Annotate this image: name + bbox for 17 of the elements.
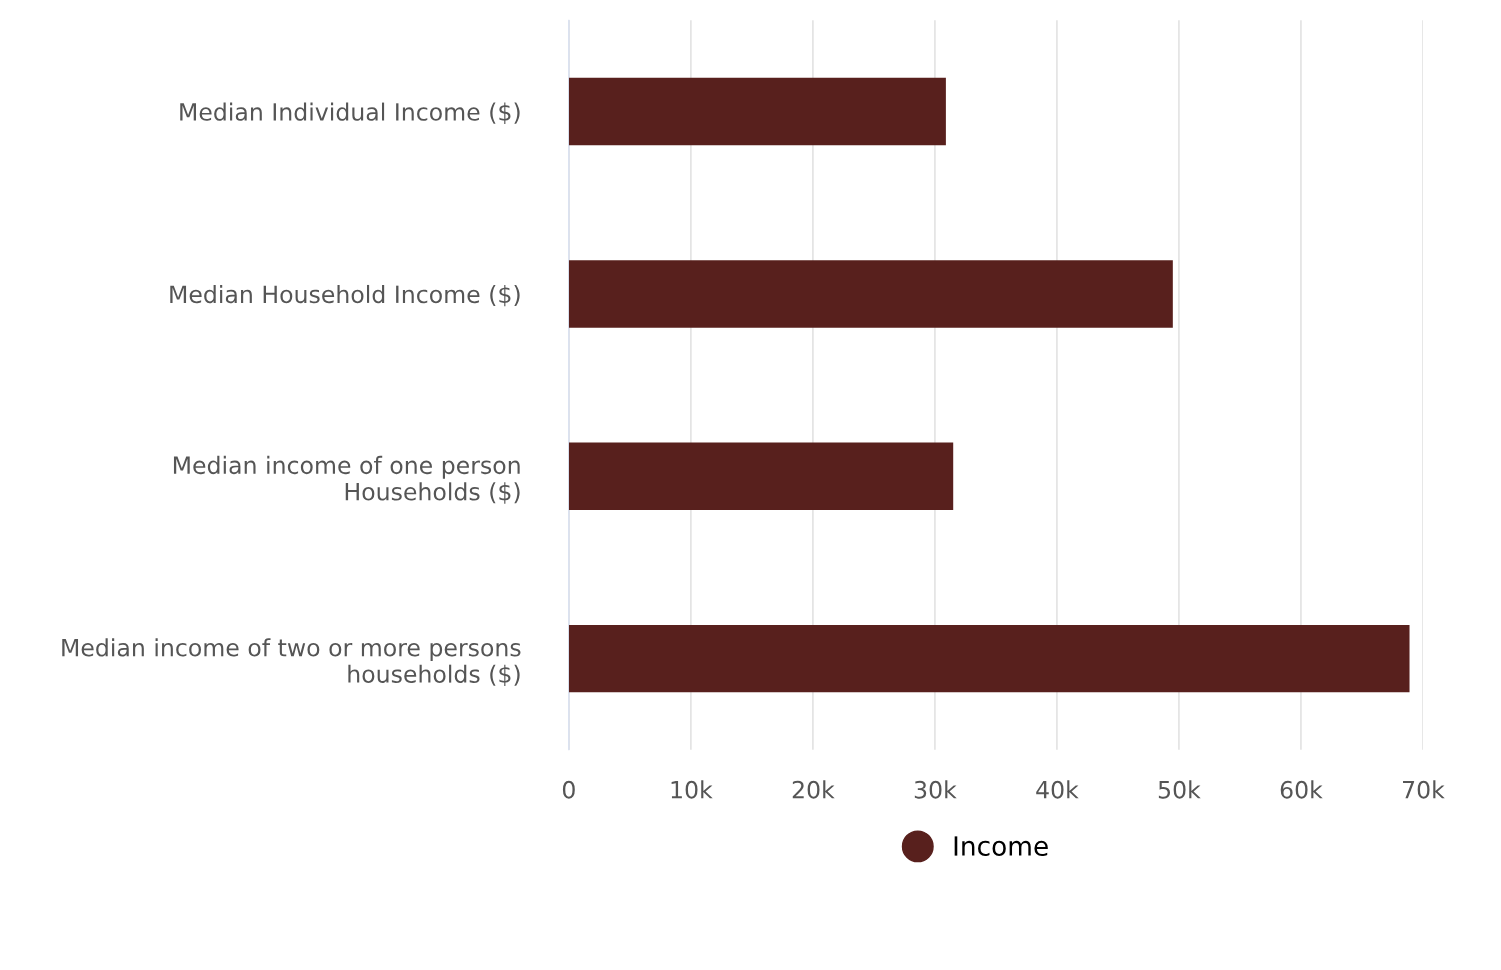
x-tick-label: 40k xyxy=(1036,780,1079,799)
x-tick-label: 60k xyxy=(1280,780,1323,799)
x-tick-label: 70k xyxy=(1403,780,1445,799)
x-tick-label: 10k xyxy=(671,780,713,799)
y-tick-label: Median income of one person Households ($) xyxy=(173,455,520,504)
x-tick-label: 0 xyxy=(562,780,575,799)
bar xyxy=(568,77,946,146)
legend-label: Income xyxy=(954,836,1048,856)
y-tick-label: Median income of two or more persons households ($) xyxy=(62,638,521,687)
bar xyxy=(568,260,1173,328)
x-tick-label: 30k xyxy=(914,780,957,799)
bar xyxy=(568,624,1410,693)
bar xyxy=(568,442,954,511)
x-tick-label: 50k xyxy=(1158,780,1201,799)
x-tick-label: 20k xyxy=(792,780,835,799)
y-tick-label: Median Household Income ($) xyxy=(170,284,520,307)
y-tick-label: Median Individual Income ($) xyxy=(180,102,520,124)
